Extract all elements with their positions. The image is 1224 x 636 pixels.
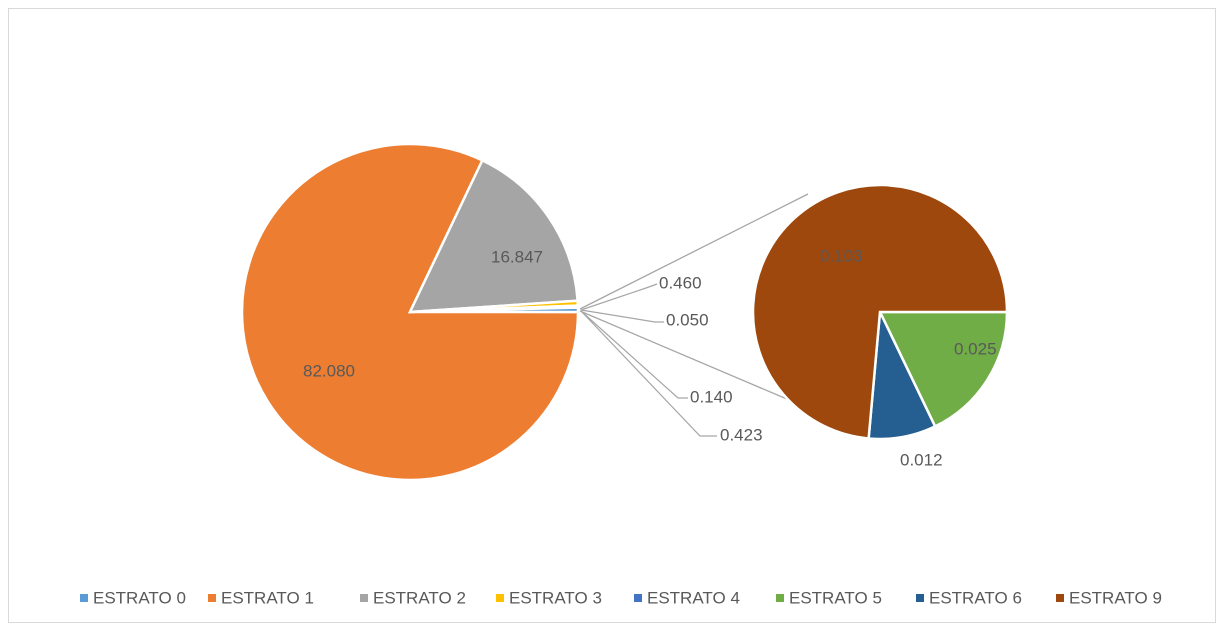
data-label: 0.103 [820, 246, 863, 265]
legend-label: ESTRATO 9 [1069, 588, 1162, 607]
data-label: 0.050 [666, 310, 709, 329]
leader-line [580, 283, 658, 311]
legend-label: ESTRATO 1 [221, 588, 314, 607]
data-label: 0.025 [954, 339, 997, 358]
leader-line [580, 309, 664, 323]
leader-line [580, 310, 717, 437]
pie-slice [409, 304, 580, 314]
legend-label: ESTRATO 2 [373, 588, 466, 607]
connector [579, 193, 809, 310]
data-label: 82.080 [303, 361, 355, 380]
pie-slice [751, 183, 1009, 440]
legend-swatch [360, 594, 368, 602]
legend-swatch [1056, 594, 1064, 602]
legend-swatch [80, 594, 88, 602]
data-label: 0.460 [659, 273, 702, 292]
legend-label: ESTRATO 5 [789, 588, 882, 607]
legend-swatch [776, 594, 784, 602]
leader-line [580, 310, 688, 399]
data-label: 0.423 [720, 425, 763, 444]
legend-swatch [916, 594, 924, 602]
legend-swatch [634, 594, 642, 602]
legend-label: ESTRATO 6 [929, 588, 1022, 607]
legend-swatch [496, 594, 504, 602]
legend-swatch [208, 594, 216, 602]
data-label: 0.140 [690, 387, 733, 406]
legend-label: ESTRATO 0 [93, 588, 186, 607]
data-label: 0.012 [900, 450, 943, 469]
legend-label: ESTRATO 4 [647, 588, 740, 607]
pie-slice [240, 142, 580, 482]
legend-label: ESTRATO 3 [509, 588, 602, 607]
connector [579, 310, 823, 415]
pie-slice [878, 310, 1009, 429]
pie-slice [407, 158, 579, 314]
data-label: 16.847 [491, 247, 543, 266]
